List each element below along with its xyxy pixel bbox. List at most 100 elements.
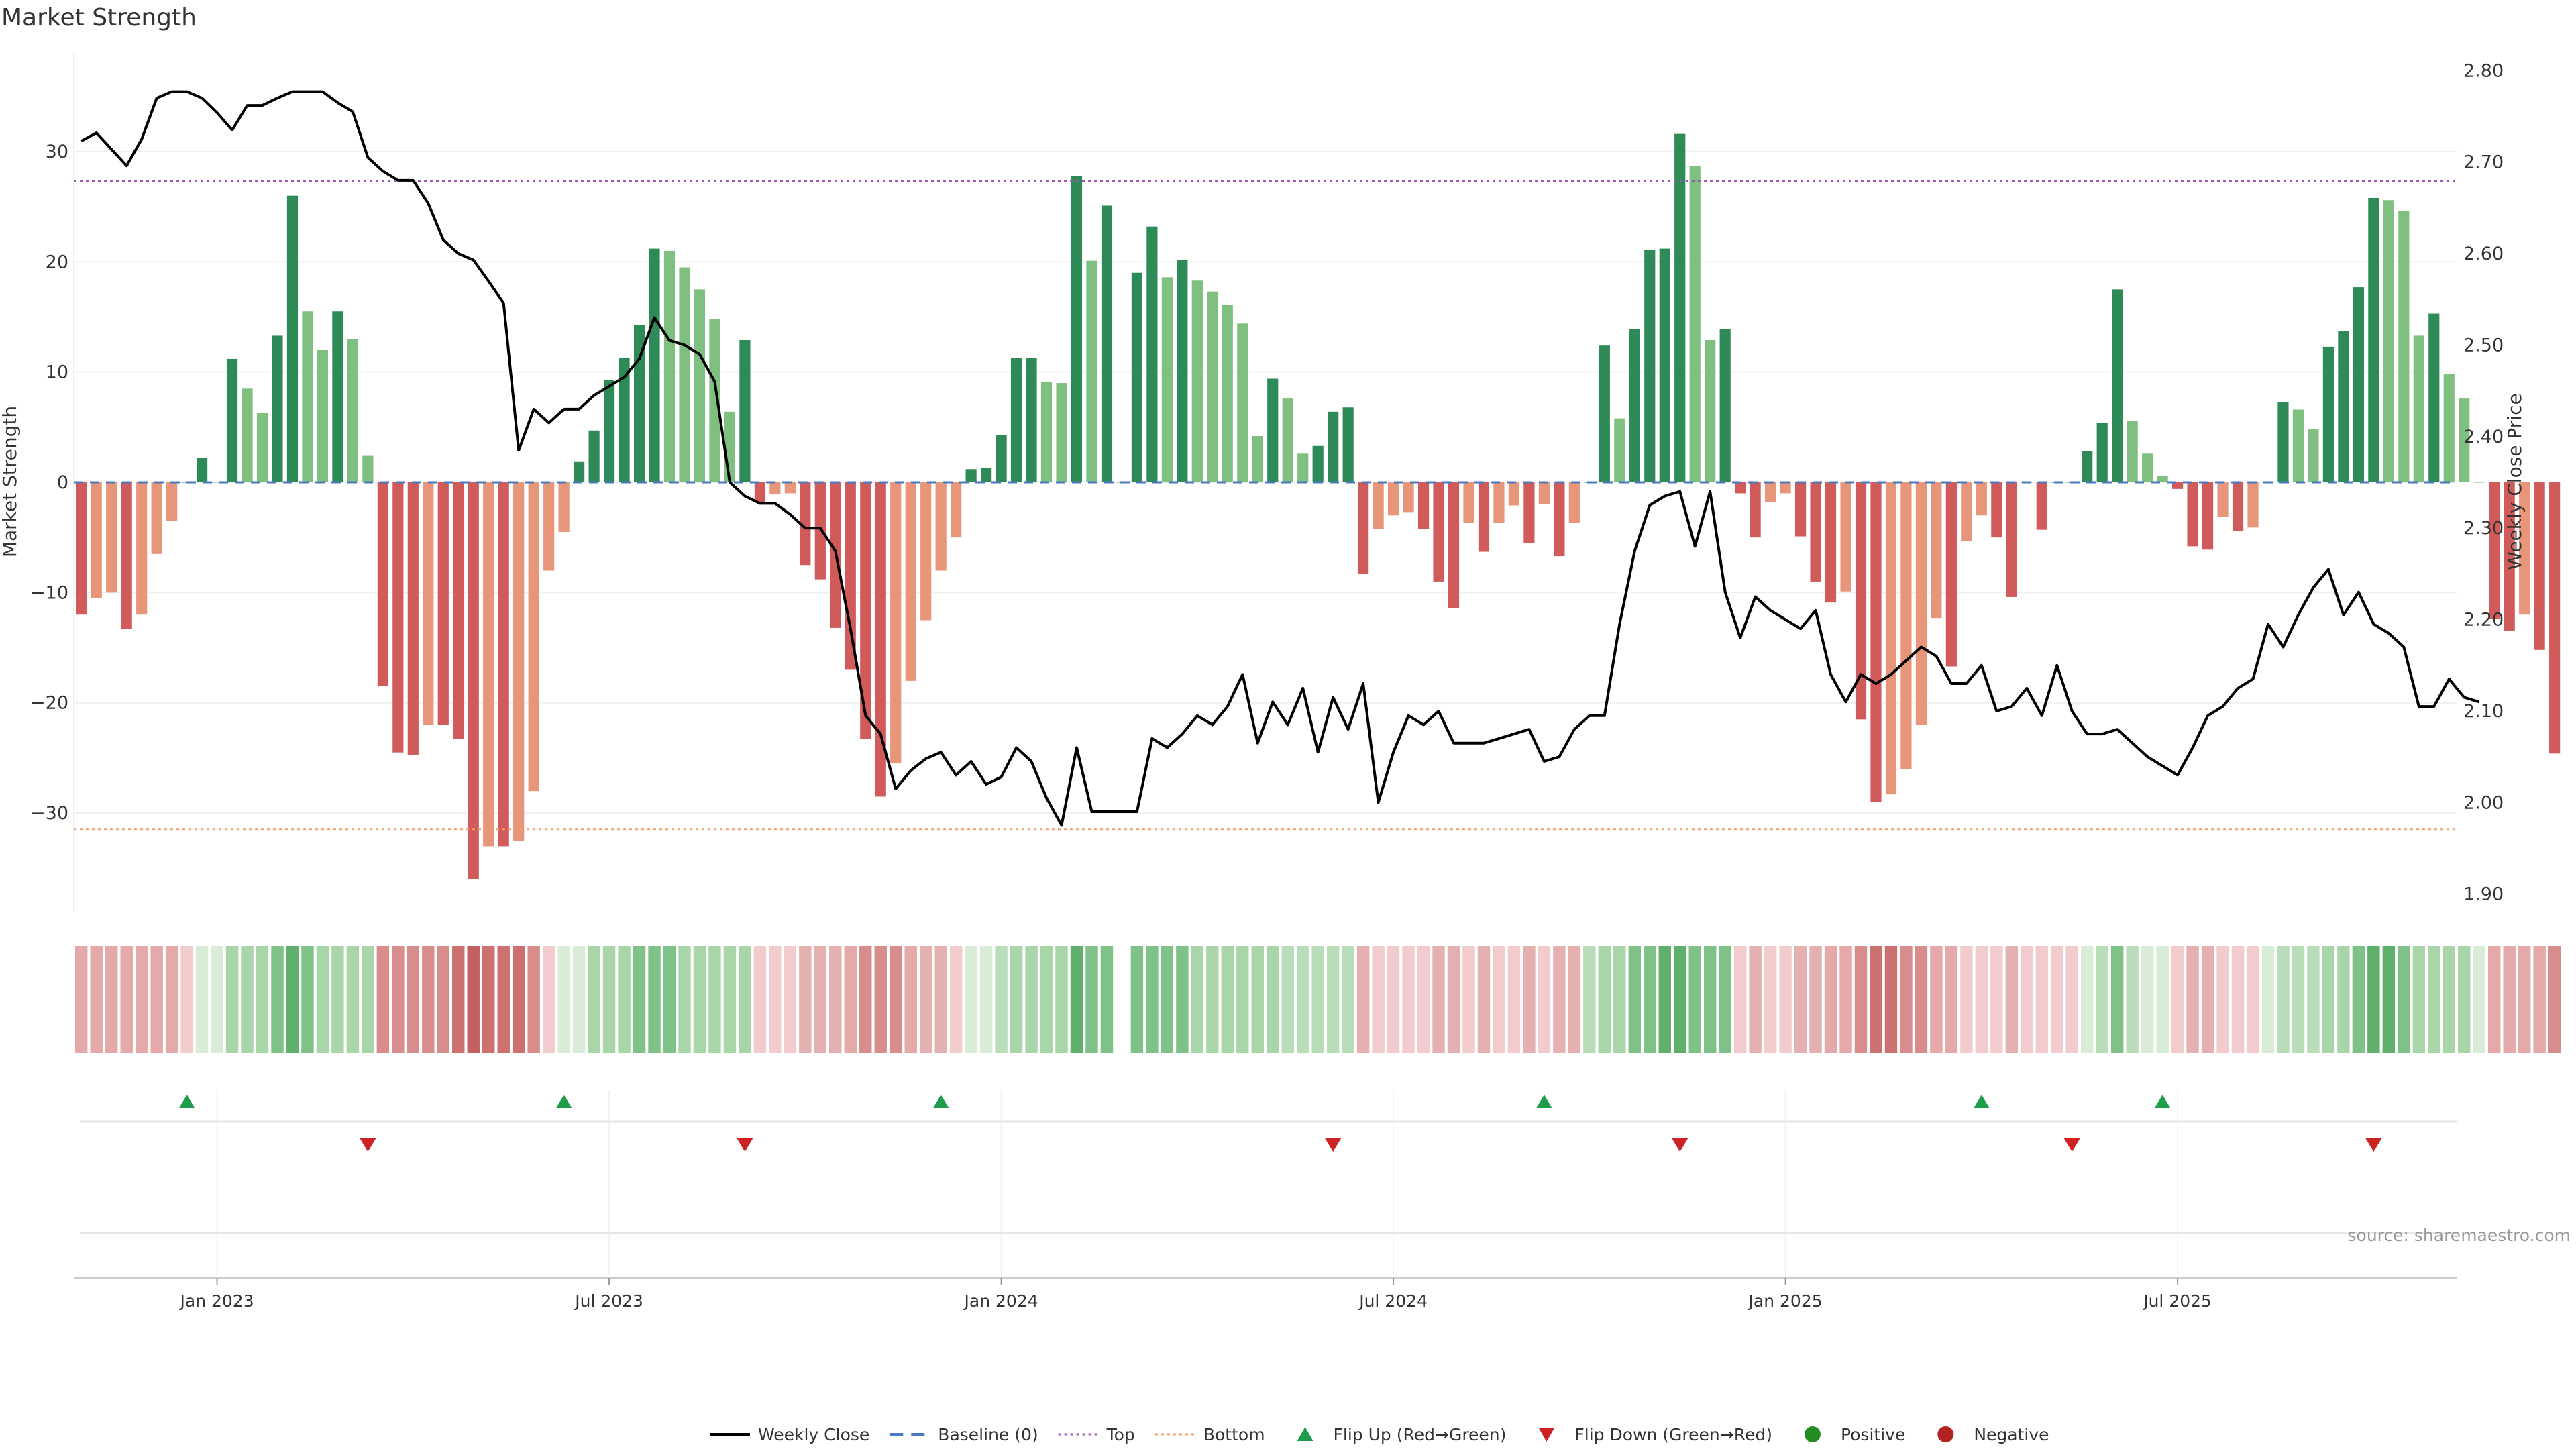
strength-bar [121, 482, 132, 629]
strength-bar [1463, 482, 1474, 523]
heat-cell [2382, 946, 2396, 1053]
strength-bar [1312, 445, 1324, 482]
heat-cell [482, 946, 495, 1053]
heat-cell [2141, 946, 2154, 1053]
x-tick-label: Jul 2023 [574, 1291, 643, 1311]
heat-cell [346, 946, 360, 1053]
strength-bar [1026, 358, 1037, 482]
heat-cell [844, 946, 857, 1053]
strength-bar [1599, 345, 1610, 482]
heat-cell [2443, 946, 2455, 1053]
legend-label: Flip Up (Red→Green) [1334, 1425, 1507, 1444]
heat-cell [2487, 946, 2501, 1053]
strength-bar [2353, 287, 2364, 482]
y2-tick-label: 2.10 [2463, 701, 2504, 722]
flip-up-marker [555, 1095, 572, 1108]
strength-bar [211, 482, 223, 483]
heat-cell [1070, 946, 1083, 1053]
heat-strip [75, 946, 2561, 1053]
heat-cell [723, 946, 737, 1053]
strength-bar [739, 339, 751, 482]
strength-bar [317, 350, 329, 482]
strength-bar [981, 468, 992, 482]
heat-cell [1311, 946, 1324, 1053]
strength-bar [1403, 482, 1414, 513]
strength-bar [1931, 482, 1942, 619]
strength-bar [1448, 482, 1460, 608]
strength-bar [2308, 429, 2319, 482]
heat-cell [1703, 946, 1717, 1053]
heat-cell [1040, 946, 1053, 1053]
heat-cell [572, 946, 586, 1053]
heat-cell [678, 946, 691, 1053]
heat-cell [633, 946, 646, 1053]
heat-cell [437, 946, 450, 1053]
heat-cell [1085, 946, 1098, 1053]
strength-bar [996, 435, 1007, 482]
heat-cell [211, 946, 223, 1053]
strength-bar [814, 482, 826, 580]
y-axis-label: Market Strength [0, 406, 21, 557]
heat-cell [241, 946, 254, 1053]
strength-bar [2217, 482, 2229, 517]
y2-tick-label: 2.70 [2463, 152, 2504, 173]
strength-bar [1855, 482, 1867, 720]
strength-bar [1945, 482, 1957, 667]
strength-bar [272, 335, 283, 482]
heat-cell [1372, 946, 1385, 1053]
strength-bar [845, 482, 856, 670]
strength-bar [1765, 482, 1776, 502]
strength-bar [1915, 482, 1927, 725]
heat-cell [693, 946, 706, 1053]
strength-bar [574, 461, 585, 482]
strength-bar [196, 458, 208, 482]
heat-cell [2186, 946, 2199, 1053]
strength-bar [1417, 482, 1430, 529]
y2-tick-label: 2.60 [2463, 244, 2504, 264]
heat-cell [542, 946, 555, 1053]
flip-down-marker [2365, 1138, 2382, 1152]
legend-label: Weekly Close [758, 1425, 869, 1444]
heat-cell [1523, 946, 1536, 1053]
flip-down-marker [2063, 1138, 2080, 1152]
heat-cell [2231, 946, 2245, 1053]
strength-bar [166, 482, 178, 521]
strength-bar [558, 482, 570, 532]
legend-label: Baseline (0) [938, 1425, 1038, 1444]
strength-bar [679, 267, 690, 482]
heat-cell [602, 946, 616, 1053]
strength-bar [302, 311, 313, 482]
strength-bar [1267, 378, 1279, 482]
y2-tick-label: 1.90 [2463, 884, 2504, 905]
y-tick-label: 20 [46, 252, 68, 272]
heat-cell [2110, 946, 2124, 1053]
strength-bar [2036, 482, 2047, 530]
heat-cell [1417, 946, 1430, 1053]
heat-cell [1568, 946, 1581, 1053]
heat-cell [225, 946, 239, 1053]
y2-axis-label: Weekly Close Price [2504, 393, 2526, 570]
flip-up-marker [932, 1095, 949, 1108]
heat-cell [1342, 946, 1354, 1053]
x-tick-label: Jan 2024 [963, 1291, 1038, 1311]
heat-cell [1598, 946, 1611, 1053]
heat-cell [618, 946, 631, 1053]
strength-bar [286, 195, 299, 482]
x-tick-label: Jan 2025 [1748, 1291, 1823, 1311]
heat-cell [2548, 946, 2561, 1053]
heat-cell [301, 946, 314, 1053]
strength-bar [91, 482, 102, 598]
strength-bar [1870, 482, 1882, 802]
strength-bar [2338, 331, 2349, 482]
strength-bar [769, 482, 781, 495]
strength-bar [2157, 476, 2168, 482]
heat-cell [2533, 946, 2546, 1053]
heat-cell [663, 946, 676, 1053]
reference-lines [74, 180, 2457, 831]
heat-cell [1915, 946, 1928, 1053]
heat-cell [1975, 946, 1988, 1053]
strength-bar [890, 482, 902, 764]
y-tick-label: 30 [46, 142, 68, 162]
strength-bar [1252, 435, 1263, 482]
legend-label: Flip Down (Green→Red) [1574, 1425, 1772, 1444]
